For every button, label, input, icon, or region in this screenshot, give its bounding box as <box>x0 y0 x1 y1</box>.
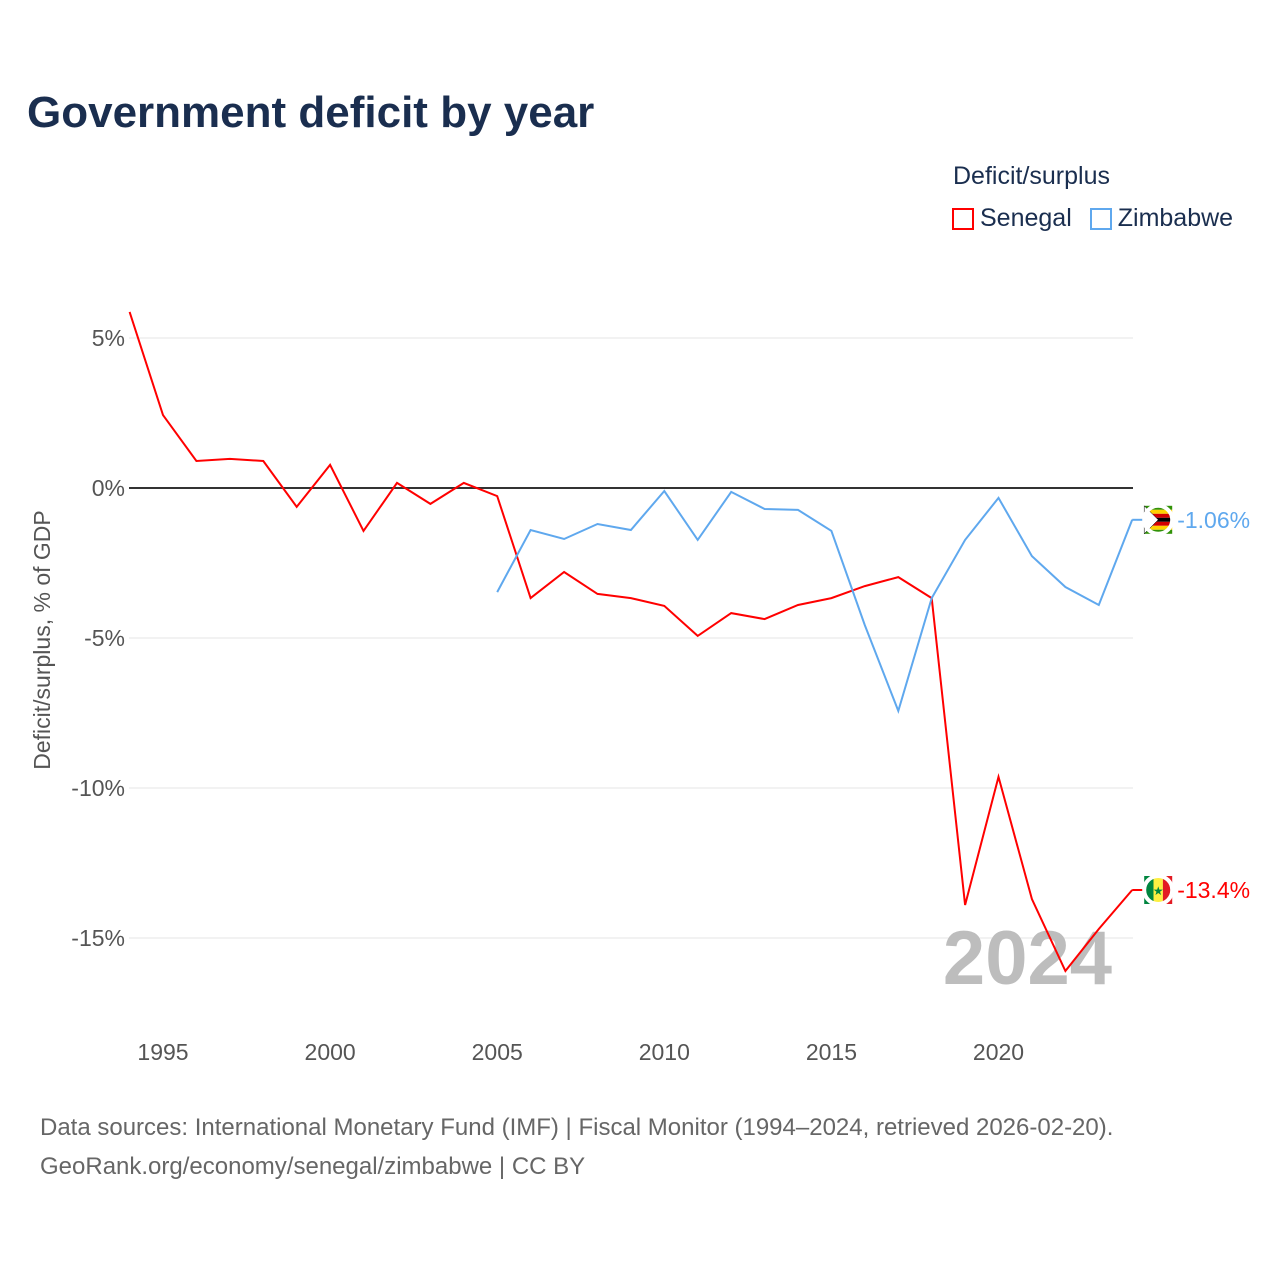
x-tick-label: 1995 <box>137 1039 188 1065</box>
flag-zimbabwe-icon <box>1144 513 1173 518</box>
y-tick-label: -10% <box>71 775 125 801</box>
end-value-label: -1.06% <box>1177 507 1250 533</box>
flag-senegal-icon <box>1144 876 1154 904</box>
legend-swatch-senegal <box>952 207 974 230</box>
end-value-label: -13.4% <box>1177 877 1250 903</box>
flag-zimbabwe-icon <box>1144 509 1173 514</box>
y-tick-label: -5% <box>84 625 125 651</box>
legend-label: Zimbabwe <box>1117 204 1234 232</box>
legend-swatch-zimbabwe <box>1089 207 1112 230</box>
y-axis-label: Deficit/surplus, % of GDP <box>29 510 55 769</box>
flag-zimbabwe-icon <box>1144 525 1173 530</box>
flag-mask <box>1142 874 1175 906</box>
footer: Data sources: International Monetary Fun… <box>40 1108 1113 1186</box>
x-tick-label: 2010 <box>639 1039 690 1065</box>
source-url: GeoRank.org/economy/senegal/zimbabwe | C… <box>40 1153 586 1180</box>
y-tick-label: 5% <box>92 325 125 351</box>
flag-zimbabwe-icon <box>1144 521 1173 526</box>
x-tick-label: 2000 <box>305 1039 356 1065</box>
y-tick-label: -15% <box>71 925 125 951</box>
flag-mask <box>1142 503 1175 536</box>
x-tick-label: 2020 <box>973 1039 1024 1065</box>
legend-label: Senegal <box>980 204 1072 232</box>
legend: Senegal Zimbabwe <box>952 204 1233 233</box>
data-source: Data sources: International Monetary Fun… <box>40 1114 1114 1141</box>
y-tick-label: 0% <box>92 475 125 501</box>
flag-senegal-icon <box>1153 876 1163 904</box>
legend-item-senegal[interactable]: Senegal <box>952 204 1072 233</box>
series-line-senegal <box>128 311 1133 973</box>
flag-senegal-icon <box>1162 876 1173 904</box>
legend-title: Deficit/surplus <box>953 162 1110 190</box>
flag-star-icon: ★ <box>1153 884 1164 898</box>
legend-item-zimbabwe[interactable]: Zimbabwe <box>1089 204 1234 233</box>
year-watermark: 2024 <box>943 916 1112 1001</box>
chart-title: Government deficit by year <box>27 88 595 137</box>
series-line-zimbabwe <box>496 489 1134 714</box>
x-tick-label: 2005 <box>472 1039 523 1065</box>
x-tick-label: 2015 <box>806 1039 857 1065</box>
